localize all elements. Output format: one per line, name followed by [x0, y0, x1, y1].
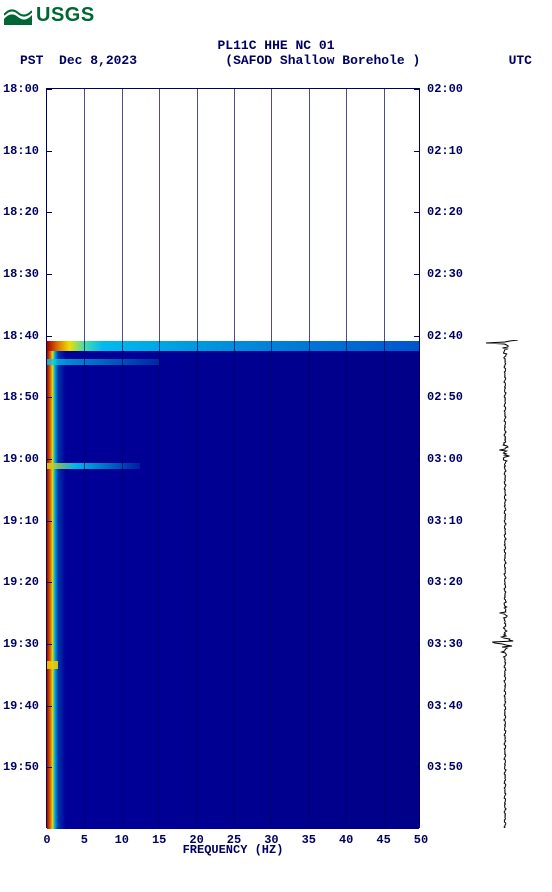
x-tick-label: 40: [339, 833, 353, 847]
y-tick-label-left: 18:50: [3, 390, 39, 404]
y-tick-label-right: 02:20: [427, 205, 463, 219]
y-tick-label-left: 18:00: [3, 82, 39, 96]
y-tick-label-right: 02:30: [427, 267, 463, 281]
gridline-v: [346, 89, 347, 827]
y-tick-label-left: 18:20: [3, 205, 39, 219]
gridline-v: [384, 89, 385, 827]
y-tick-label-right: 02:10: [427, 144, 463, 158]
tz-left-label: PST Dec 8,2023: [20, 53, 137, 68]
y-tick-label-left: 19:00: [3, 452, 39, 466]
y-tick-label-left: 19:50: [3, 760, 39, 774]
gridline-v: [234, 89, 235, 827]
y-tick-label-right: 02:40: [427, 329, 463, 343]
y-tick-label-right: 03:00: [427, 452, 463, 466]
x-tick-label: 0: [43, 833, 50, 847]
y-tick-label-right: 03:30: [427, 637, 463, 651]
y-tick-label-right: 03:10: [427, 514, 463, 528]
y-tick-label-left: 19:30: [3, 637, 39, 651]
gridline-v: [197, 89, 198, 827]
y-tick-label-right: 03:40: [427, 699, 463, 713]
logo-wave-icon: [4, 7, 32, 25]
x-tick-label: 35: [302, 833, 316, 847]
spectrogram-data: [47, 341, 419, 829]
gridline-v: [309, 89, 310, 827]
x-axis-title: FREQUENCY (HZ): [183, 843, 284, 857]
y-tick-label-left: 19:40: [3, 699, 39, 713]
y-tick-label-left: 18:30: [3, 267, 39, 281]
station-label: (SAFOD Shallow Borehole ): [225, 53, 420, 68]
chart-header: PL11C HHE NC 01 PST Dec 8,2023 (SAFOD Sh…: [0, 38, 552, 68]
y-tick-label-right: 02:50: [427, 390, 463, 404]
y-tick-label-left: 18:40: [3, 329, 39, 343]
logo-text: USGS: [36, 4, 95, 27]
y-tick-label-right: 03:20: [427, 575, 463, 589]
gridline-v: [271, 89, 272, 827]
y-tick-label-left: 19:10: [3, 514, 39, 528]
y-tick-label-left: 18:10: [3, 144, 39, 158]
usgs-logo: USGS: [4, 4, 95, 27]
x-tick-label: 15: [152, 833, 166, 847]
y-tick-label-right: 03:50: [427, 760, 463, 774]
x-tick-label: 45: [376, 833, 390, 847]
gridline-v: [84, 89, 85, 827]
x-tick-label: 10: [115, 833, 129, 847]
y-tick-label-left: 19:20: [3, 575, 39, 589]
y-tick-label-right: 02:00: [427, 82, 463, 96]
spectrogram-chart: 18:0002:0018:1002:1018:2002:2018:3002:30…: [46, 88, 420, 828]
x-tick-label: 50: [414, 833, 428, 847]
x-tick-label: 5: [81, 833, 88, 847]
tz-right-label: UTC: [509, 53, 532, 68]
gridline-v: [159, 89, 160, 827]
chart-title: PL11C HHE NC 01: [0, 38, 552, 53]
gridline-v: [122, 89, 123, 827]
seismogram-trace: [470, 340, 540, 828]
